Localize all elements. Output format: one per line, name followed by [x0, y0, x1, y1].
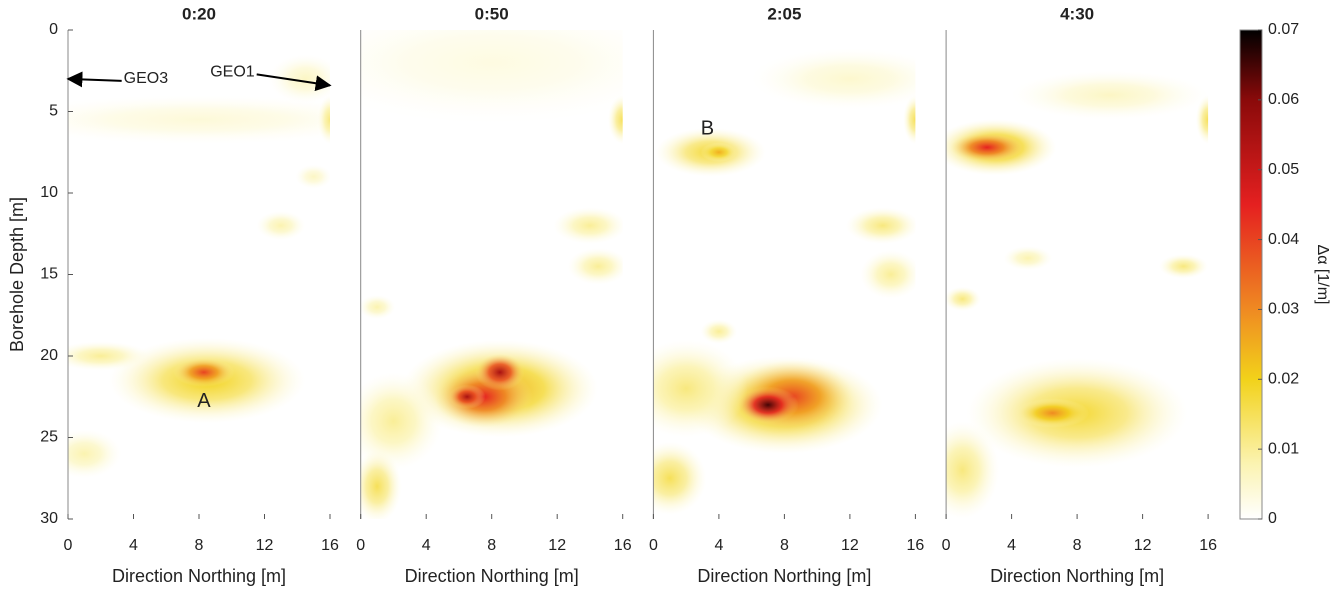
y-tick-label: 20: [40, 347, 58, 364]
anomaly: [360, 449, 402, 519]
anomaly: [475, 353, 525, 391]
x-tick-label: 12: [1134, 537, 1152, 554]
anomaly: [700, 142, 738, 163]
colorbar-tick-label: 0.04: [1268, 231, 1299, 248]
x-tick-label: 16: [614, 537, 632, 554]
anomaly: [1011, 70, 1209, 120]
anomaly: [946, 421, 1000, 519]
annotation: GEO1: [210, 64, 255, 81]
y-axis-label: Borehole Depth [m]: [7, 197, 27, 352]
panel-title: 2:05: [767, 4, 801, 23]
colorbar-tick-label: 0.06: [1268, 91, 1299, 108]
anomaly: [1015, 398, 1090, 428]
anomaly: [68, 341, 150, 371]
heatmap: [946, 70, 1209, 519]
anomaly: [317, 95, 330, 145]
anomaly: [448, 384, 486, 409]
x-tick-label: 4: [129, 537, 138, 554]
heatmap: [360, 30, 623, 519]
colorbar-label: Δα [1/m]: [1314, 245, 1331, 305]
anomaly: [268, 54, 330, 104]
annotation-arrow: [66, 71, 122, 88]
x-tick-label: 16: [321, 537, 339, 554]
anomaly: [607, 95, 623, 145]
anomaly: [653, 339, 748, 438]
anomaly: [1158, 254, 1209, 279]
x-tick-label: 12: [256, 537, 274, 554]
x-axis-label: Direction Northing [m]: [697, 566, 871, 586]
anomaly: [751, 48, 916, 110]
x-tick-label: 4: [714, 537, 723, 554]
anomaly: [567, 248, 623, 285]
anomaly: [173, 357, 235, 387]
y-tick-label: 15: [40, 266, 58, 283]
x-axis-label: Direction Northing [m]: [112, 566, 286, 586]
anomaly: [946, 286, 981, 312]
x-tick-label: 8: [1073, 537, 1082, 554]
panel-title: 0:20: [182, 4, 216, 23]
panel-title: 4:30: [1060, 4, 1094, 23]
anomaly: [360, 30, 623, 124]
y-tick-label: 30: [40, 510, 58, 527]
anomaly: [737, 386, 799, 424]
x-tick-label: 4: [422, 537, 431, 554]
heatmap: [68, 54, 330, 479]
panel-title: 0:50: [475, 4, 509, 23]
y-tick-label: 5: [49, 103, 58, 120]
anomaly: [295, 164, 330, 189]
anomaly: [360, 294, 396, 320]
anomaly: [360, 372, 443, 471]
y-tick-label: 25: [40, 429, 58, 446]
y-tick-label: 0: [49, 21, 58, 38]
x-tick-label: 8: [487, 537, 496, 554]
x-tick-label: 8: [780, 537, 789, 554]
x-tick-label: 12: [841, 537, 859, 554]
colorbar-tick-label: 0.05: [1268, 161, 1299, 178]
annotation: GEO3: [124, 70, 169, 87]
anomaly: [553, 207, 623, 244]
anomaly: [700, 319, 738, 344]
anomaly: [1195, 95, 1209, 145]
colorbar-tick-label: 0.02: [1268, 371, 1299, 388]
x-axis-label: Direction Northing [m]: [990, 566, 1164, 586]
x-tick-label: 16: [1199, 537, 1217, 554]
colorbar: [1239, 29, 1263, 520]
x-tick-label: 8: [195, 537, 204, 554]
colorbar-tick-label: 0.07: [1268, 21, 1299, 38]
x-tick-label: 16: [907, 537, 925, 554]
anomaly: [1003, 245, 1053, 271]
anomaly: [845, 207, 916, 244]
x-tick-label: 12: [548, 537, 566, 554]
anomaly: [860, 250, 916, 299]
anomaly: [903, 95, 916, 145]
x-tick-label: 4: [1007, 537, 1016, 554]
annotation: B: [701, 118, 714, 140]
anomaly: [68, 429, 122, 479]
colorbar-tick-label: 0.03: [1268, 301, 1299, 318]
x-tick-label: 0: [356, 537, 365, 554]
x-axis-label: Direction Northing [m]: [405, 566, 579, 586]
x-tick-label: 0: [64, 537, 73, 554]
anomaly: [653, 441, 707, 515]
x-tick-label: 0: [649, 537, 658, 554]
anomaly: [68, 95, 330, 145]
y-tick-label: 10: [40, 184, 58, 201]
annotation: A: [197, 390, 211, 412]
heatmap: [653, 48, 916, 515]
x-tick-label: 0: [942, 537, 951, 554]
anomaly: [950, 132, 1024, 163]
colorbar-tick-label: 0: [1268, 510, 1277, 527]
anomaly: [256, 210, 306, 241]
annotation-arrow: [256, 73, 332, 92]
colorbar-tick-label: 0.01: [1268, 440, 1299, 457]
